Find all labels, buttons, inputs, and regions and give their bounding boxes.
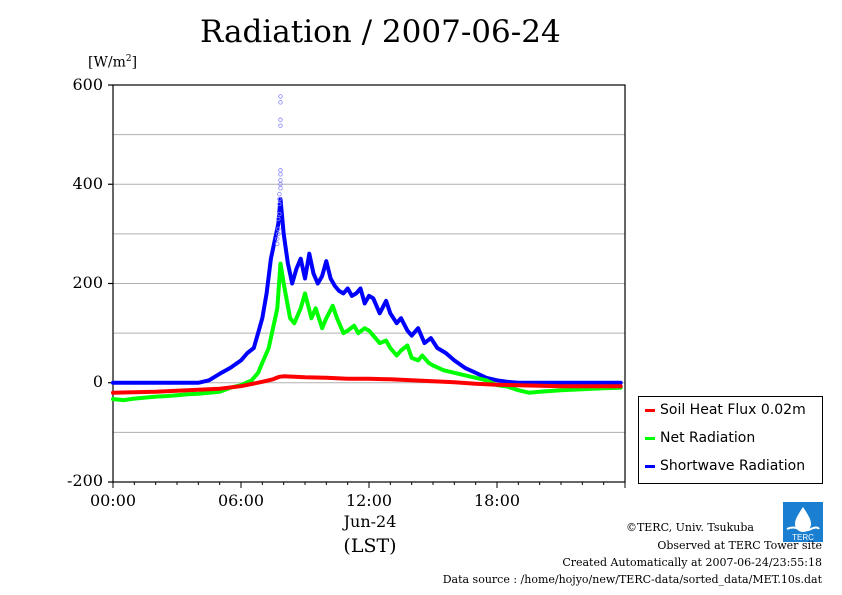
scatter-point bbox=[278, 100, 283, 105]
x-tick-label: 00:00 bbox=[89, 491, 137, 510]
scatter-point bbox=[278, 186, 283, 191]
terc-logo-icon: TERC bbox=[783, 502, 823, 542]
scatter-point bbox=[276, 226, 281, 232]
legend-item-shortwave-radiation: Shortwave Radiation bbox=[645, 458, 805, 474]
scatter-point bbox=[276, 231, 281, 237]
legend-label: Net Radiation bbox=[660, 430, 756, 446]
scatter-point bbox=[275, 241, 280, 246]
x-axis-label: (LST) bbox=[343, 535, 397, 557]
footer-copyright: ©TERC, Univ. Tsukuba bbox=[625, 521, 754, 534]
footer-source: Data source : /home/hojyo/new/TERC-data/… bbox=[442, 573, 822, 586]
y-axis-unit: [W/m2] bbox=[88, 54, 138, 71]
scatter-point bbox=[278, 168, 283, 173]
scatter-point bbox=[278, 123, 283, 128]
x-tick-label: 18:00 bbox=[473, 491, 521, 510]
legend-swatch bbox=[645, 436, 655, 440]
scatter-point bbox=[277, 196, 282, 202]
scatter-point bbox=[278, 117, 283, 122]
legend-swatch bbox=[645, 408, 655, 412]
x-axis-date: Jun-24 bbox=[343, 512, 397, 531]
scatter-point bbox=[276, 216, 281, 222]
series-line bbox=[111, 197, 623, 385]
y-tick-label: 600 bbox=[72, 75, 103, 94]
scatter-point bbox=[277, 191, 282, 197]
logo-text: TERC bbox=[792, 533, 814, 542]
scatter-point bbox=[275, 236, 280, 242]
scatter-point bbox=[278, 172, 283, 177]
x-tick-label: 06:00 bbox=[217, 491, 265, 510]
legend-label: Soil Heat Flux 0.02m bbox=[660, 402, 806, 418]
chart-title: Radiation / 2007-06-24 bbox=[200, 14, 561, 50]
scatter-point bbox=[277, 201, 282, 207]
scatter-point bbox=[278, 178, 283, 183]
x-tick-label: 12:00 bbox=[345, 491, 393, 510]
series-line bbox=[111, 374, 623, 395]
series-line bbox=[111, 261, 623, 403]
y-tick-label: 400 bbox=[72, 174, 103, 193]
y-tick-label: 0 bbox=[92, 372, 103, 391]
legend-item-net-radiation: Net Radiation bbox=[645, 430, 755, 446]
legend-swatch bbox=[645, 464, 655, 468]
y-tick-label: 200 bbox=[72, 273, 103, 292]
legend: Soil Heat Flux 0.02m Net Radiation Short… bbox=[638, 396, 823, 484]
footer-site: Observed at TERC Tower site bbox=[657, 539, 822, 552]
scatter-point bbox=[278, 94, 283, 99]
legend-item-soil-heat-flux: Soil Heat Flux 0.02m bbox=[645, 402, 806, 418]
legend-label: Shortwave Radiation bbox=[660, 458, 806, 474]
footer-created: Created Automatically at 2007-06-24/23:5… bbox=[562, 556, 822, 569]
y-tick-label: -200 bbox=[67, 471, 103, 490]
scatter-point bbox=[277, 211, 282, 217]
